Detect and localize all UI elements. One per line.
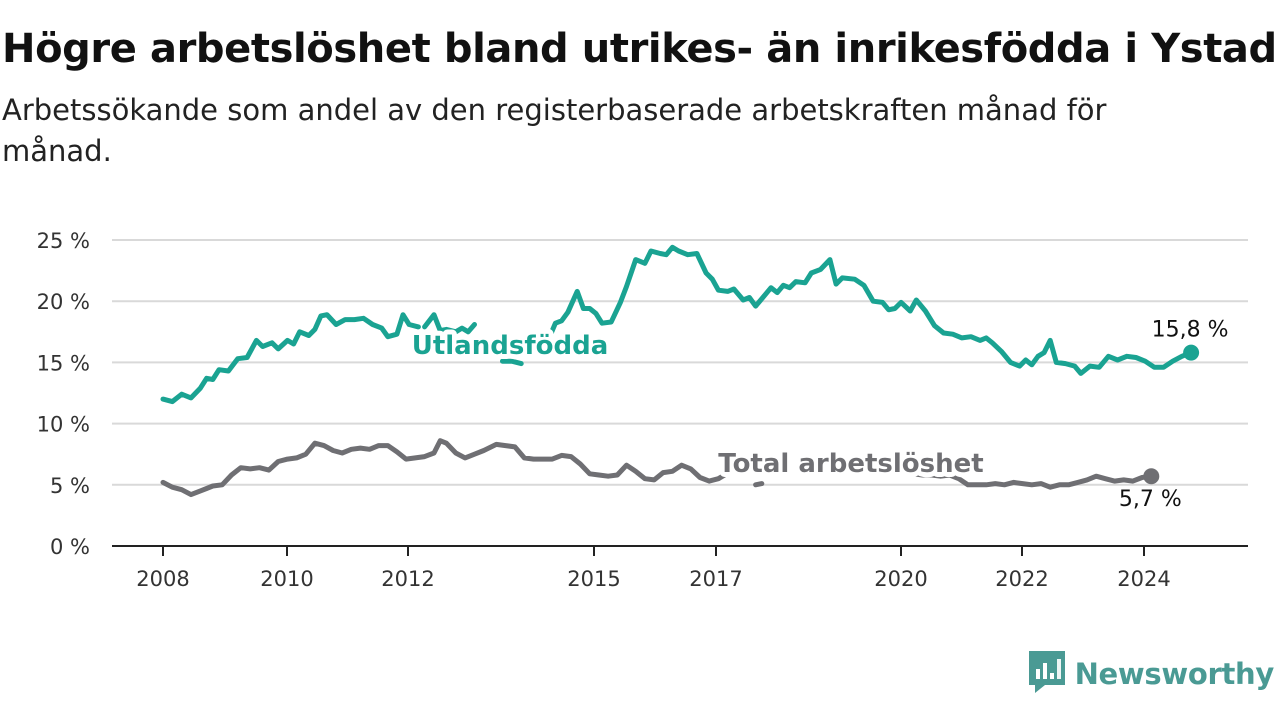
x-tick-label: 2012 — [381, 567, 434, 591]
x-tick-label: 2010 — [260, 567, 313, 591]
series-labels: 15,8 % 5,7 % Utlandsfödda Total arbetslöshe… — [407, 318, 1229, 513]
series-end-point — [1183, 344, 1200, 361]
y-tick-label: 20 % — [37, 290, 90, 314]
x-tick-label: 2015 — [567, 567, 620, 591]
end-value-label: 5,7 % — [1119, 487, 1182, 512]
y-tick-label: 0 % — [50, 535, 90, 559]
y-axis-ticks: 0 % 5 % 10 % 15 % 20 % 25 % — [37, 229, 90, 559]
series-end-point — [1143, 468, 1160, 485]
gridlines — [112, 239, 1248, 486]
y-tick-label: 15 % — [37, 351, 90, 375]
series-lines — [160, 244, 1200, 498]
end-value-label: 15,8 % — [1152, 318, 1229, 343]
x-tick-label: 2024 — [1117, 567, 1170, 591]
x-axis: 2008 2010 2012 2015 2017 2020 2022 2024 — [112, 545, 1248, 591]
chart-subtitle: Arbetssökande som andel av den registerb… — [2, 93, 1107, 168]
x-tick-label: 2022 — [995, 567, 1048, 591]
x-tick-label: 2020 — [874, 567, 927, 591]
y-tick-label: 10 % — [37, 413, 90, 437]
chart-title: Högre arbetslöshet bland utrikes- än inr… — [2, 26, 1277, 72]
brand-logo: Newsworthy — [1028, 651, 1275, 697]
series-name-label: Utlandsfödda — [412, 331, 609, 361]
x-tick-label: 2017 — [689, 567, 742, 591]
brand-name: Newsworthy — [1074, 657, 1275, 691]
series-line-utlandsfodda — [160, 244, 1194, 405]
y-tick-label: 5 % — [50, 474, 90, 498]
newsworthy-chat-chart-icon — [1028, 651, 1065, 697]
x-tick-label: 2008 — [136, 567, 189, 591]
series-name-label: Total arbetslöshet — [718, 449, 983, 479]
series-line-total — [160, 438, 1154, 498]
y-tick-label: 25 % — [37, 229, 90, 253]
